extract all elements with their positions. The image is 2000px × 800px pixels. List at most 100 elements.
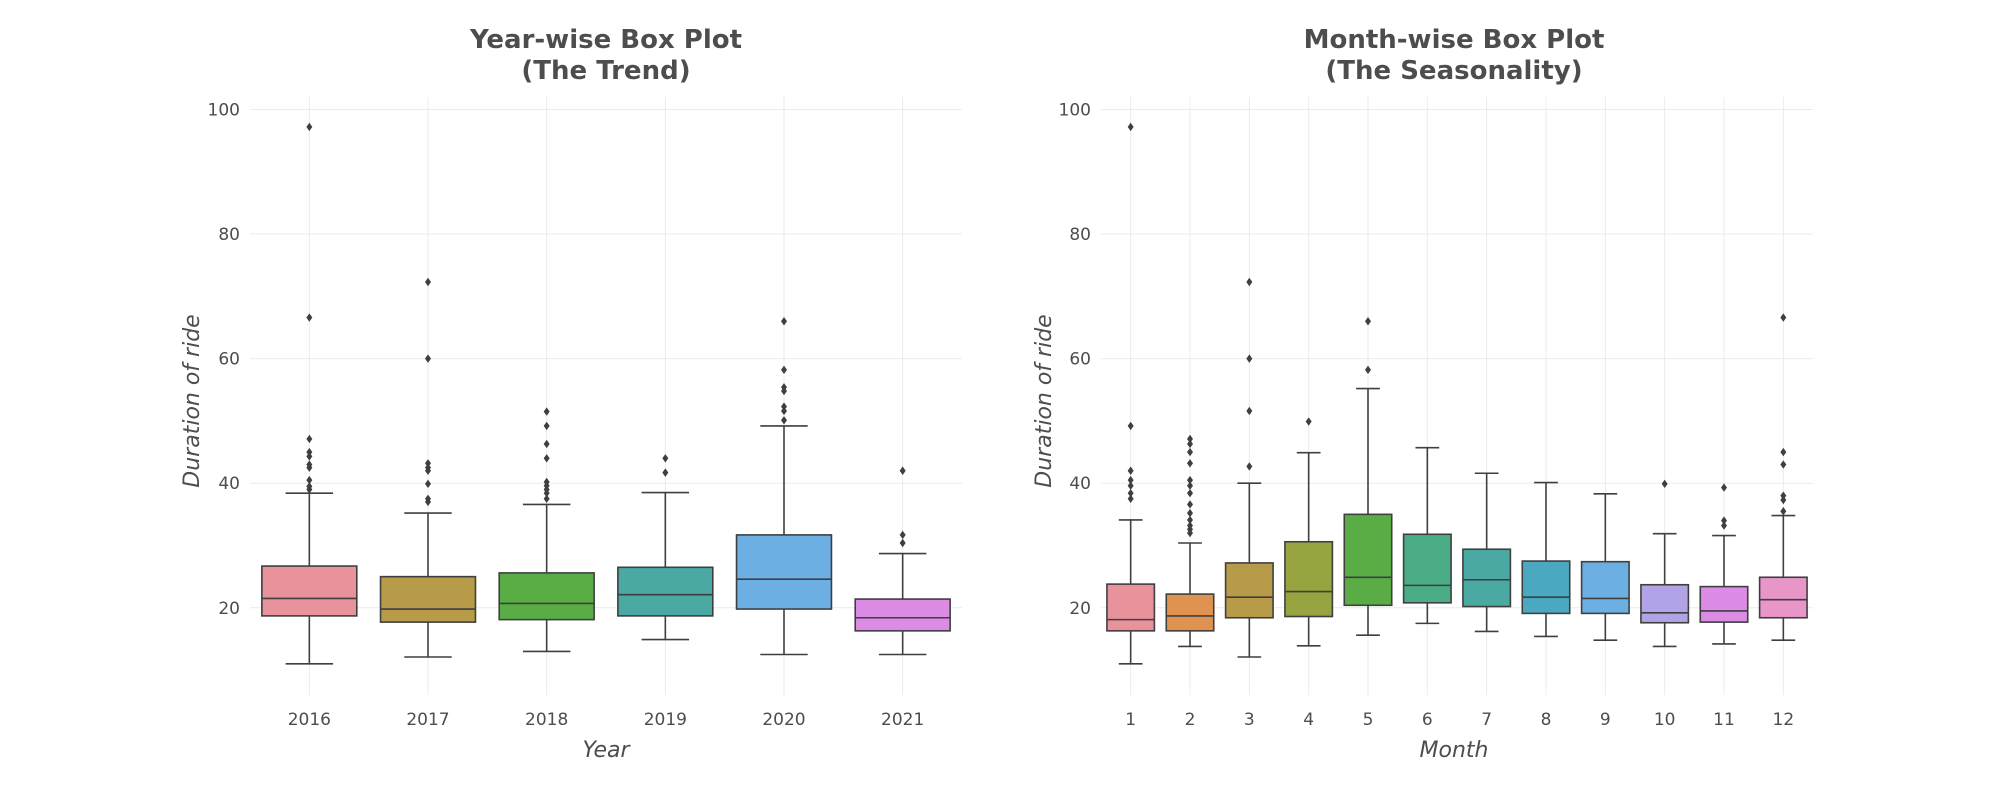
y-tick-label: 20: [218, 599, 240, 619]
iqr-box: [1343, 513, 1393, 607]
iqr-box: [1284, 540, 1334, 618]
outlier-point: [306, 313, 313, 322]
box-2018: [498, 407, 595, 653]
y-tick-label: 20: [1069, 599, 1091, 619]
x-tick-label: 2018: [525, 710, 568, 730]
box-2019: [617, 454, 714, 641]
outlier-point: [1246, 406, 1253, 416]
outlier-point: [425, 466, 431, 475]
outlier-point: [899, 538, 906, 548]
outlier-point: [1187, 488, 1193, 498]
iqr-box: [617, 566, 714, 617]
boxes: [261, 122, 951, 665]
y-tick-label: 100: [208, 100, 240, 120]
box-2017: [379, 277, 477, 658]
outlier-point: [543, 439, 550, 449]
box-2021: [854, 466, 951, 656]
x-axis-label: Month: [1420, 738, 1489, 763]
outlier-point: [425, 277, 431, 287]
box-2016: [261, 122, 358, 665]
outlier-point: [543, 421, 550, 431]
box-4: [1284, 417, 1334, 647]
iqr-box: [1758, 576, 1808, 619]
outlier-point: [1780, 460, 1787, 469]
iqr-box: [1165, 593, 1215, 632]
outlier-point: [1187, 528, 1193, 538]
outlier-point: [1127, 466, 1134, 475]
outlier-point: [1127, 488, 1134, 498]
box-2: [1165, 434, 1215, 648]
y-axis-label: Duration of ride: [1032, 314, 1057, 487]
x-tick-label: 2020: [762, 710, 805, 730]
year-wise-box-plot: Year-wise Box Plot (The Trend) 20 40 60 80 1…: [180, 25, 962, 763]
outlier-point: [781, 317, 787, 326]
outlier-point: [1187, 447, 1193, 457]
outlier-point: [1187, 515, 1193, 525]
outlier-point: [1780, 447, 1787, 457]
x-tick-label: 9: [1600, 710, 1611, 730]
box-9: [1580, 492, 1630, 641]
y-tick-label: 60: [1069, 350, 1091, 370]
outlier-point: [1127, 421, 1134, 431]
x-tick-label: 6: [1422, 710, 1433, 730]
outlier-point: [781, 406, 787, 416]
outlier-point: [1365, 365, 1371, 375]
iqr-box: [1521, 560, 1571, 615]
iqr-box: [1699, 585, 1749, 623]
iqr-box: [1402, 533, 1452, 604]
outlier-point: [1721, 483, 1727, 492]
chart-title-line-2: (The Seasonality): [1325, 56, 1582, 86]
outlier-point: [1127, 494, 1134, 503]
outlier-point: [1187, 500, 1193, 509]
iqr-box: [1106, 583, 1156, 632]
x-tick-label: 2019: [644, 710, 687, 730]
box-2020: [735, 317, 833, 656]
iqr-box: [735, 534, 833, 610]
outlier-point: [1127, 481, 1134, 490]
boxes: [1106, 122, 1808, 665]
iqr-box: [1462, 548, 1512, 608]
y-axis-ticks: 20 40 60 80 100: [208, 100, 240, 618]
outlier-point: [1721, 516, 1727, 525]
x-tick-label: 11: [1713, 710, 1735, 730]
outlier-point: [1246, 277, 1253, 287]
outlier-point: [425, 459, 431, 468]
x-tick-label: 7: [1481, 710, 1492, 730]
outlier-point: [1305, 417, 1312, 426]
x-axis-ticks: 2016 2017 2018 2019 2020 2021: [288, 710, 925, 730]
outlier-point: [1187, 475, 1193, 485]
outlier-point: [899, 530, 906, 540]
iqr-box: [498, 572, 595, 621]
box-11: [1699, 483, 1749, 645]
outlier-point: [1187, 459, 1193, 468]
x-tick-label: 4: [1303, 710, 1314, 730]
outlier-point: [1187, 508, 1193, 518]
outlier-point: [425, 479, 431, 489]
y-tick-label: 60: [218, 350, 240, 370]
box-1: [1106, 122, 1156, 665]
outlier-point: [306, 452, 313, 461]
outlier-point: [781, 416, 787, 425]
outlier-point: [781, 365, 787, 375]
iqr-box: [854, 598, 951, 632]
x-tick-label: 3: [1244, 710, 1255, 730]
outlier-point: [425, 497, 431, 507]
x-tick-label: 2016: [288, 710, 331, 730]
x-tick-label: 2: [1185, 710, 1196, 730]
x-tick-label: 1: [1125, 710, 1136, 730]
outlier-point: [543, 407, 550, 416]
y-tick-label: 80: [1069, 225, 1091, 245]
x-tick-label: 2017: [406, 710, 449, 730]
y-tick-label: 40: [1069, 474, 1091, 494]
outlier-point: [543, 488, 550, 498]
chart-title-line-2: (The Trend): [521, 56, 690, 86]
y-axis-ticks: 20 40 60 80 100: [1059, 100, 1091, 618]
outlier-point: [1127, 475, 1134, 485]
iqr-box: [261, 565, 358, 617]
chart-title-line-1: Year-wise Box Plot: [469, 25, 742, 55]
outlier-point: [1780, 495, 1787, 505]
x-tick-label: 10: [1654, 710, 1676, 730]
x-tick-label: 2021: [881, 710, 924, 730]
x-tick-label: 8: [1541, 710, 1552, 730]
outlier-point: [1661, 479, 1668, 489]
